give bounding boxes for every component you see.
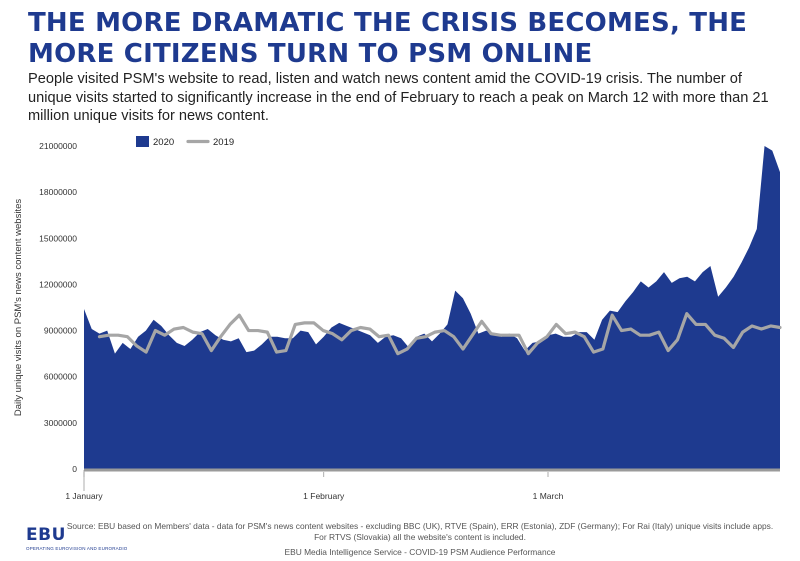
chart-subtitle: People visited PSM's website to read, li… [28, 71, 769, 124]
x-tick-label: 1 January [65, 491, 103, 501]
legend-label-2020: 2020 [153, 137, 174, 148]
series-2019-line [97, 312, 782, 356]
y-tick-label: 12000000 [39, 279, 77, 289]
y-tick-label: 0 [72, 464, 77, 474]
footer-credit: EBU Media Intelligence Service - COVID-1… [284, 547, 556, 557]
chart-title: THE MORE DRAMATIC THE CRISIS BECOMES, TH… [28, 8, 748, 69]
y-tick-label: 15000000 [39, 233, 77, 243]
chart: Daily unique visits on PSM's news conten… [13, 136, 782, 501]
x-tick-label: 1 February [303, 491, 345, 501]
logo-wordmark: EBU [26, 525, 66, 545]
y-axis-ticks: 0 3000000 6000000 9000000 12000000 15000000 18… [39, 141, 77, 474]
legend-swatch-2020 [136, 136, 149, 147]
y-tick-label: 3000000 [44, 418, 77, 428]
plot-area [83, 146, 782, 491]
legend-label-2019: 2019 [213, 137, 234, 148]
logo-tagline: OPERATING EUROVISION AND EURORADIO [26, 546, 128, 551]
y-tick-label: 21000000 [39, 141, 77, 151]
legend: 2020 2019 [136, 136, 234, 148]
series-2020-area [84, 146, 780, 469]
x-axis-ticks: 1 January 1 February 1 March [65, 472, 564, 501]
ebu-logo: EBU OPERATING EUROVISION AND EURORADIO [26, 525, 128, 552]
y-tick-label: 9000000 [44, 326, 77, 336]
y-tick-label: 18000000 [39, 187, 77, 197]
source-note: Source: EBU based on Members' data - dat… [66, 521, 774, 542]
y-axis-label: Daily unique visits on PSM's news conten… [13, 199, 24, 416]
y-axis-title: Daily unique visits on PSM's news conten… [13, 199, 24, 416]
x-tick-label: 1 March [533, 491, 564, 501]
y-tick-label: 6000000 [44, 372, 77, 382]
